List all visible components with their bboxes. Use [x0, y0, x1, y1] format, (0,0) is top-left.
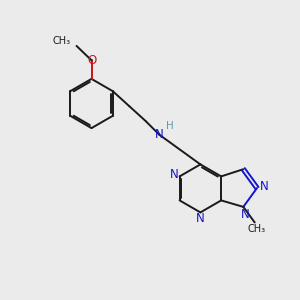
Text: N: N [155, 128, 164, 141]
Text: N: N [170, 168, 178, 182]
Text: CH₃: CH₃ [53, 35, 71, 46]
Text: O: O [87, 54, 96, 67]
Text: CH₃: CH₃ [247, 224, 265, 234]
Text: N: N [260, 180, 269, 193]
Text: H: H [166, 121, 174, 131]
Text: N: N [196, 212, 205, 226]
Text: N: N [242, 208, 250, 221]
